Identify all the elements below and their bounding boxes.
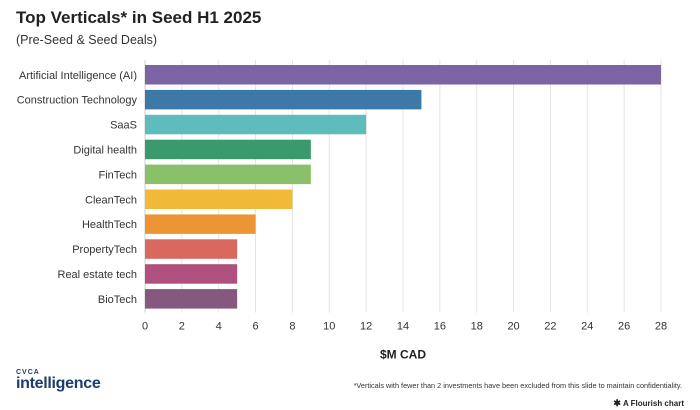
x-tick-label: 6 — [253, 321, 259, 333]
footnote: *Verticals with fewer than 2 investments… — [353, 381, 682, 390]
chart-title: Top Verticals* in Seed H1 2025 — [16, 8, 262, 27]
y-category-label: Real estate tech — [58, 269, 138, 281]
x-tick-label: 14 — [397, 321, 409, 333]
bar — [145, 65, 661, 85]
bar — [145, 264, 238, 284]
flourish-star-icon: ✱ — [613, 398, 621, 408]
y-category-label: SaaS — [110, 120, 137, 132]
x-tick-label: 18 — [471, 321, 483, 333]
cvca-intelligence-logo: CVCA intelligence — [16, 369, 101, 392]
flourish-credit-label: A Flourish chart — [622, 399, 684, 408]
x-tick-label: 10 — [323, 321, 335, 333]
y-category-label: Artificial Intelligence (AI) — [19, 70, 137, 82]
bar — [145, 214, 256, 234]
x-tick-label: 8 — [289, 321, 295, 333]
x-tick-label: 0 — [142, 321, 148, 333]
x-tick-label: 20 — [507, 321, 519, 333]
bar — [145, 89, 422, 110]
x-tick-label: 4 — [216, 321, 222, 333]
bar — [145, 139, 311, 160]
x-tick-label: 16 — [434, 321, 446, 333]
flourish-credit-link[interactable]: ✱ A Flourish chart — [613, 398, 684, 409]
bar — [145, 114, 367, 135]
x-tick-label: 12 — [360, 321, 372, 333]
y-category-label: FinTech — [98, 169, 137, 181]
y-category-label: BioTech — [98, 294, 137, 306]
bar — [145, 164, 311, 185]
y-category-label: HealthTech — [82, 219, 137, 231]
chart-subtitle: (Pre-Seed & Seed Deals) — [16, 33, 158, 47]
logo-big-text: intelligence — [16, 375, 101, 392]
bar — [145, 189, 293, 209]
y-category-label: PropertyTech — [72, 244, 137, 256]
bar — [145, 239, 238, 259]
y-category-label: Digital health — [73, 144, 137, 156]
x-tick-label: 24 — [581, 321, 593, 333]
bar — [145, 289, 238, 309]
x-tick-label: 28 — [655, 321, 667, 333]
x-tick-label: 2 — [179, 321, 185, 333]
x-axis-title: $M CAD — [380, 348, 426, 362]
y-category-label: Construction Technology — [17, 95, 138, 107]
y-category-label: CleanTech — [85, 194, 137, 206]
x-tick-label: 22 — [544, 321, 556, 333]
x-tick-label: 26 — [618, 321, 630, 333]
logo-small-text: CVCA — [16, 369, 40, 376]
